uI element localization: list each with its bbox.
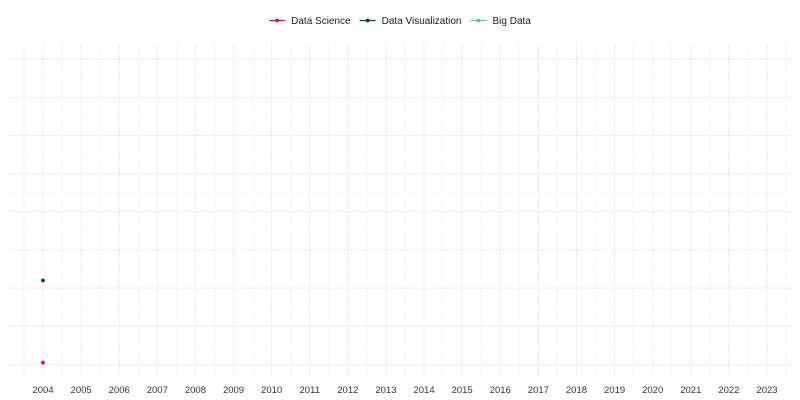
x-tick-label: 2019 xyxy=(604,385,625,396)
x-tick-label: 2004 xyxy=(32,385,53,396)
x-tick-label: 2012 xyxy=(337,385,358,396)
legend-key-point-data-science xyxy=(275,18,280,23)
legend-label: Big Data xyxy=(493,16,532,27)
x-tick-label: 2014 xyxy=(413,385,434,396)
legend-item: Big Data xyxy=(470,16,532,27)
x-tick-label: 2020 xyxy=(642,385,663,396)
x-axis: 2004 2005 2006 2007 2008 2009 2010 2011 2012 2013… xyxy=(32,385,777,396)
x-tick-label: 2023 xyxy=(756,385,777,396)
legend: Data Science Data Visualization Big Data xyxy=(269,16,531,27)
grid xyxy=(8,44,792,376)
x-tick-label: 2021 xyxy=(680,385,701,396)
x-tick-label: 2011 xyxy=(300,385,320,396)
x-tick-label: 2005 xyxy=(71,385,92,396)
x-tick-label: 2016 xyxy=(490,385,511,396)
x-tick-label: 2015 xyxy=(452,385,473,396)
data-point-data-visualization xyxy=(41,278,45,283)
legend-key-point-data-visualization xyxy=(365,18,370,23)
series-layer xyxy=(41,278,45,365)
legend-label: Data Science xyxy=(291,16,351,27)
legend-item: Data Visualization xyxy=(359,16,462,27)
legend-key-point-big-data xyxy=(476,18,481,23)
x-tick-label: 2007 xyxy=(147,385,168,396)
x-tick-label: 2009 xyxy=(223,385,244,396)
x-tick-label: 2008 xyxy=(185,385,206,396)
x-tick-label: 2022 xyxy=(718,385,739,396)
legend-label: Data Visualization xyxy=(382,16,462,27)
x-tick-label: 2017 xyxy=(528,385,549,396)
x-tick-label: 2013 xyxy=(375,385,396,396)
x-tick-label: 2018 xyxy=(566,385,587,396)
x-tick-label: 2010 xyxy=(261,385,282,396)
legend-item: Data Science xyxy=(269,16,351,27)
data-point-data-science xyxy=(41,360,45,365)
x-tick-label: 2006 xyxy=(109,385,130,396)
